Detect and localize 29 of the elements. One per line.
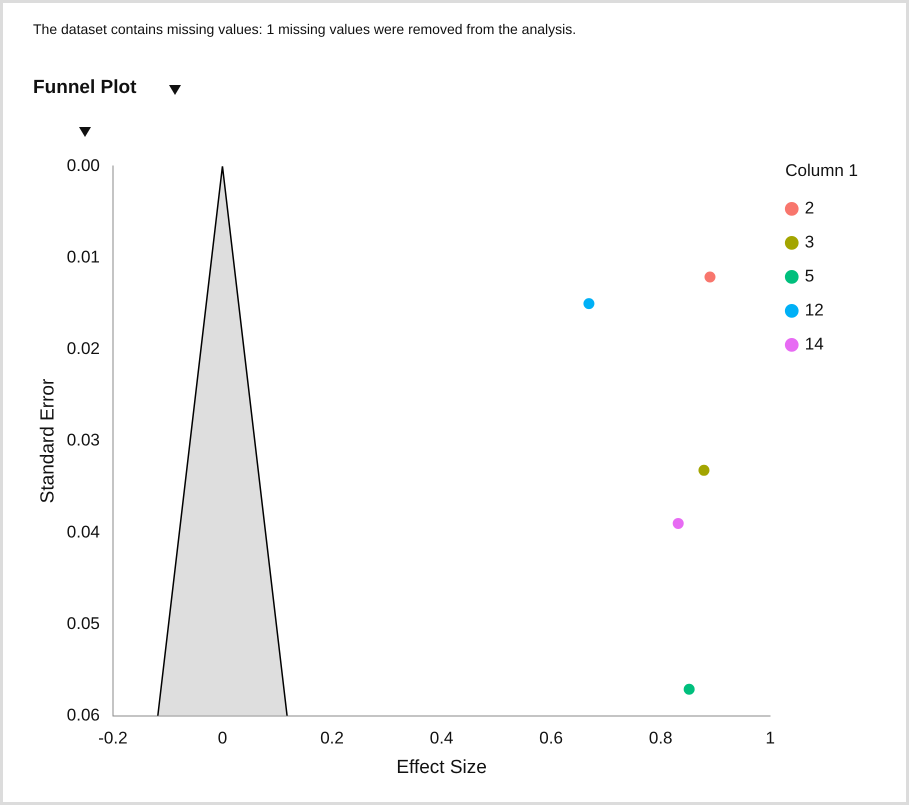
legend-label: 2: [804, 198, 814, 218]
point: [583, 298, 594, 310]
x-tick-label: 0.2: [320, 728, 344, 748]
x-tick-label: -0.2: [98, 728, 128, 748]
legend-label: 14: [804, 334, 824, 354]
legend-label: 5: [804, 266, 814, 286]
x-tick-label: 0: [218, 728, 228, 748]
x-tick-label: 1: [766, 728, 775, 748]
y-tick-label: 0.00: [66, 156, 100, 175]
y-tick-label: 0.04: [66, 522, 100, 542]
x-tick-label: 0.6: [539, 728, 563, 748]
x-tick-label: 0.8: [648, 728, 673, 748]
y-tick-label: 0.01: [66, 247, 100, 266]
legend-label: 12: [804, 300, 824, 320]
x-axis-title: Effect Size: [396, 756, 487, 778]
y-tick-label: 0.03: [66, 430, 100, 450]
y-tick-label: 0.05: [66, 614, 100, 633]
y-axis-title: Standard Error: [38, 378, 59, 504]
point: [698, 464, 710, 476]
point: [672, 518, 684, 529]
point: [704, 272, 716, 283]
y-tick-label: 0.02: [66, 339, 100, 358]
x-tick-label: 0.4: [430, 728, 454, 748]
legend-title: Column 1: [785, 161, 858, 180]
text: The dataset contains missing values: 1 missing values were removed from the analysis.: [33, 21, 576, 37]
y-tick-label: 0.06: [66, 705, 100, 724]
legend-label: 3: [804, 232, 814, 252]
point: [684, 684, 695, 695]
chart-title: Funnel Plot: [33, 77, 136, 99]
